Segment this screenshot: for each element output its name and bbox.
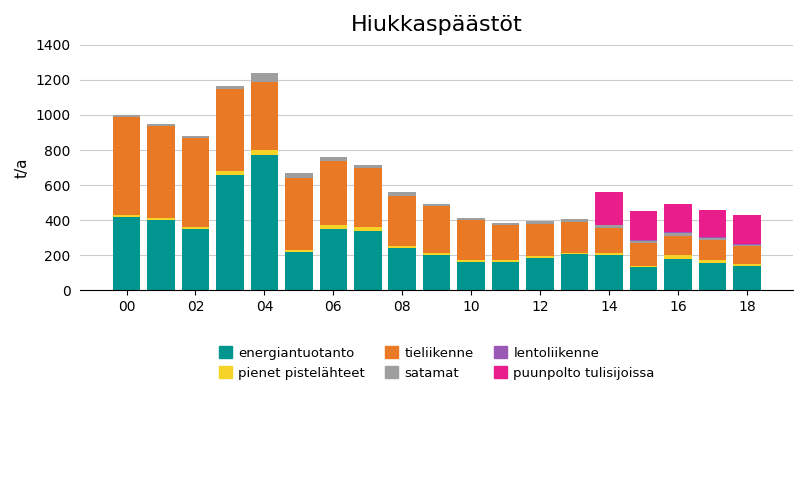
Y-axis label: t/a: t/a [15,157,30,178]
Bar [250,82,278,150]
Bar [457,261,485,262]
Legend: energiantuotanto, pienet pistelähteet, tieliikenne, satamat, lentoliikenne, puun: energiantuotanto, pienet pistelähteet, t… [213,341,660,385]
Bar [629,266,657,267]
Bar [217,175,244,290]
Bar [113,216,141,290]
Bar [561,254,588,290]
Bar [113,115,141,117]
Bar [561,252,588,254]
Bar [561,222,588,252]
Bar [147,125,175,218]
Bar [217,171,244,175]
Bar [354,227,381,231]
Bar [457,220,485,261]
Bar [492,226,520,261]
Bar [664,255,692,259]
Bar [664,259,692,290]
Bar [182,136,209,138]
Bar [629,267,657,290]
Bar [664,233,692,236]
Bar [319,161,347,226]
Bar [217,86,244,89]
Bar [664,232,692,233]
Bar [389,192,416,196]
Bar [457,217,485,220]
Bar [319,226,347,229]
Bar [492,261,520,262]
Bar [526,258,553,290]
Bar [113,117,141,215]
Bar [354,168,381,227]
Bar [354,165,381,168]
Bar [182,138,209,227]
Bar [113,215,141,216]
Bar [699,260,726,263]
Bar [147,218,175,220]
Bar [526,256,553,258]
Bar [285,173,313,178]
Bar [733,266,760,290]
Bar [629,241,657,243]
Bar [526,224,553,256]
Bar [595,228,623,253]
Bar [733,264,760,266]
Bar [595,255,623,290]
Bar [389,246,416,248]
Bar [492,223,520,226]
Bar [699,210,726,237]
Bar [389,248,416,290]
Bar [595,192,623,225]
Bar [595,253,623,255]
Bar [664,204,692,232]
Bar [699,240,726,260]
Bar [457,262,485,290]
Bar [699,237,726,238]
Bar [423,255,451,290]
Bar [319,229,347,290]
Bar [664,236,692,255]
Bar [629,243,657,266]
Bar [423,204,451,206]
Bar [147,124,175,125]
Bar [492,262,520,290]
Bar [147,220,175,290]
Bar [629,240,657,241]
Bar [629,211,657,240]
Bar [250,150,278,156]
Bar [423,253,451,255]
Bar [354,231,381,290]
Bar [526,221,553,224]
Bar [561,219,588,222]
Bar [733,215,760,244]
Bar [285,178,313,250]
Bar [389,196,416,246]
Bar [250,156,278,290]
Bar [319,157,347,161]
Bar [699,238,726,240]
Bar [423,206,451,253]
Bar [250,73,278,82]
Title: Hiukkaspäästöt: Hiukkaspäästöt [351,15,523,35]
Bar [733,245,760,246]
Bar [182,229,209,290]
Bar [595,226,623,228]
Bar [733,244,760,245]
Bar [182,227,209,229]
Bar [699,263,726,290]
Bar [595,225,623,226]
Bar [733,246,760,264]
Bar [285,250,313,252]
Bar [285,252,313,290]
Bar [217,89,244,171]
